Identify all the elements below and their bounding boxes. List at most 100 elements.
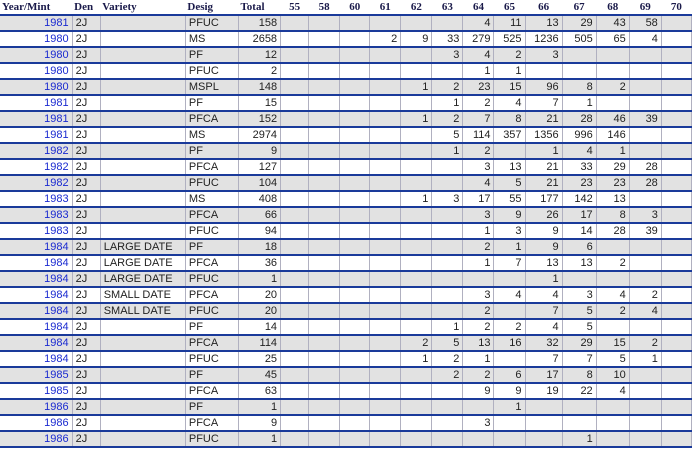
empty-cell [280, 223, 310, 240]
empty-cell [629, 47, 662, 64]
empty-cell [400, 159, 433, 176]
year-link[interactable]: 1981 [0, 111, 73, 128]
total: 1 [238, 271, 282, 288]
empty-cell [661, 63, 693, 80]
table-row: 1984 2J SMALL DATE PFCA 20 3 4 4 3 4 2 [0, 287, 693, 304]
grade-count: 9 [525, 239, 563, 256]
year-link[interactable]: 1985 [0, 367, 73, 384]
denomination: 2J [72, 191, 101, 208]
denomination: 2J [72, 15, 101, 32]
year-link[interactable]: 1981 [0, 127, 73, 144]
designation: PFCA [185, 415, 239, 432]
empty-cell [629, 399, 662, 416]
year-link[interactable]: 1984 [0, 255, 73, 272]
year-link[interactable]: 1984 [0, 271, 73, 288]
table-row: 1982 2J PFUC 104 4 5 21 23 23 28 [0, 175, 693, 192]
year-link[interactable]: 1980 [0, 79, 73, 96]
grade-count: 1 [596, 143, 630, 160]
empty-cell [629, 415, 662, 432]
grade-count: 1 [400, 351, 433, 368]
empty-cell [308, 143, 341, 160]
grade-count: 2 [462, 95, 495, 112]
grade-count: 28 [629, 159, 662, 176]
empty-cell [100, 191, 186, 208]
empty-cell [661, 127, 693, 144]
year-link[interactable]: 1980 [0, 31, 73, 48]
empty-cell [661, 191, 693, 208]
grade-count: 1 [493, 63, 526, 80]
grade-count: 9 [400, 31, 433, 48]
year-link[interactable]: 1984 [0, 239, 73, 256]
empty-cell [308, 399, 341, 416]
empty-cell [339, 303, 371, 320]
grade-count: 1 [525, 143, 563, 160]
total: 2 [238, 63, 282, 80]
empty-cell [369, 255, 402, 272]
denomination: 2J [72, 79, 101, 96]
grade-count: 9 [525, 223, 563, 240]
empty-cell [339, 287, 371, 304]
year-link[interactable]: 1986 [0, 415, 73, 432]
grade-count: 32 [525, 335, 563, 352]
empty-cell [280, 383, 310, 400]
empty-cell [369, 415, 402, 432]
denomination: 2J [72, 207, 101, 224]
grade-count: 2 [462, 319, 495, 336]
year-link[interactable]: 1984 [0, 287, 73, 304]
year-link[interactable]: 1982 [0, 175, 73, 192]
grade-count: 4 [493, 95, 526, 112]
column-header: 63 [431, 0, 463, 16]
year-link[interactable]: 1984 [0, 335, 73, 352]
empty-cell [493, 431, 526, 448]
year-link[interactable]: 1984 [0, 319, 73, 336]
total: 12 [238, 47, 282, 64]
grade-count: 17 [525, 367, 563, 384]
empty-cell [462, 431, 495, 448]
empty-cell [369, 127, 402, 144]
total: 18 [238, 239, 282, 256]
year-link[interactable]: 1983 [0, 207, 73, 224]
empty-cell [100, 383, 186, 400]
grade-count: 7 [562, 351, 597, 368]
empty-cell [308, 383, 341, 400]
empty-cell [596, 415, 630, 432]
year-link[interactable]: 1980 [0, 63, 73, 80]
year-link[interactable]: 1982 [0, 159, 73, 176]
year-link[interactable]: 1983 [0, 223, 73, 240]
empty-cell [431, 271, 464, 288]
grade-count: 2 [629, 287, 662, 304]
empty-cell [369, 207, 402, 224]
empty-cell [100, 31, 186, 48]
total: 25 [238, 351, 282, 368]
year-link[interactable]: 1984 [0, 351, 73, 368]
empty-cell [629, 383, 662, 400]
empty-cell [308, 255, 341, 272]
empty-cell [629, 127, 662, 144]
empty-cell [493, 351, 526, 368]
grade-count: 505 [562, 31, 597, 48]
grade-count: 2 [400, 335, 433, 352]
grade-count: 2 [596, 255, 630, 272]
year-link[interactable]: 1986 [0, 431, 73, 448]
year-link[interactable]: 1980 [0, 47, 73, 64]
grade-count: 33 [431, 31, 464, 48]
empty-cell [308, 271, 341, 288]
year-link[interactable]: 1982 [0, 143, 73, 160]
year-link[interactable]: 1986 [0, 399, 73, 416]
designation: PF [185, 399, 239, 416]
empty-cell [596, 239, 630, 256]
year-link[interactable]: 1985 [0, 383, 73, 400]
empty-cell [629, 191, 662, 208]
empty-cell [280, 47, 310, 64]
empty-cell [308, 335, 341, 352]
empty-cell [369, 367, 402, 384]
year-link[interactable]: 1981 [0, 15, 73, 32]
year-link[interactable]: 1981 [0, 95, 73, 112]
empty-cell [280, 159, 310, 176]
year-link[interactable]: 1983 [0, 191, 73, 208]
year-link[interactable]: 1984 [0, 303, 73, 320]
grade-count: 1 [400, 111, 433, 128]
designation: PF [185, 143, 239, 160]
designation: PFCA [185, 111, 239, 128]
